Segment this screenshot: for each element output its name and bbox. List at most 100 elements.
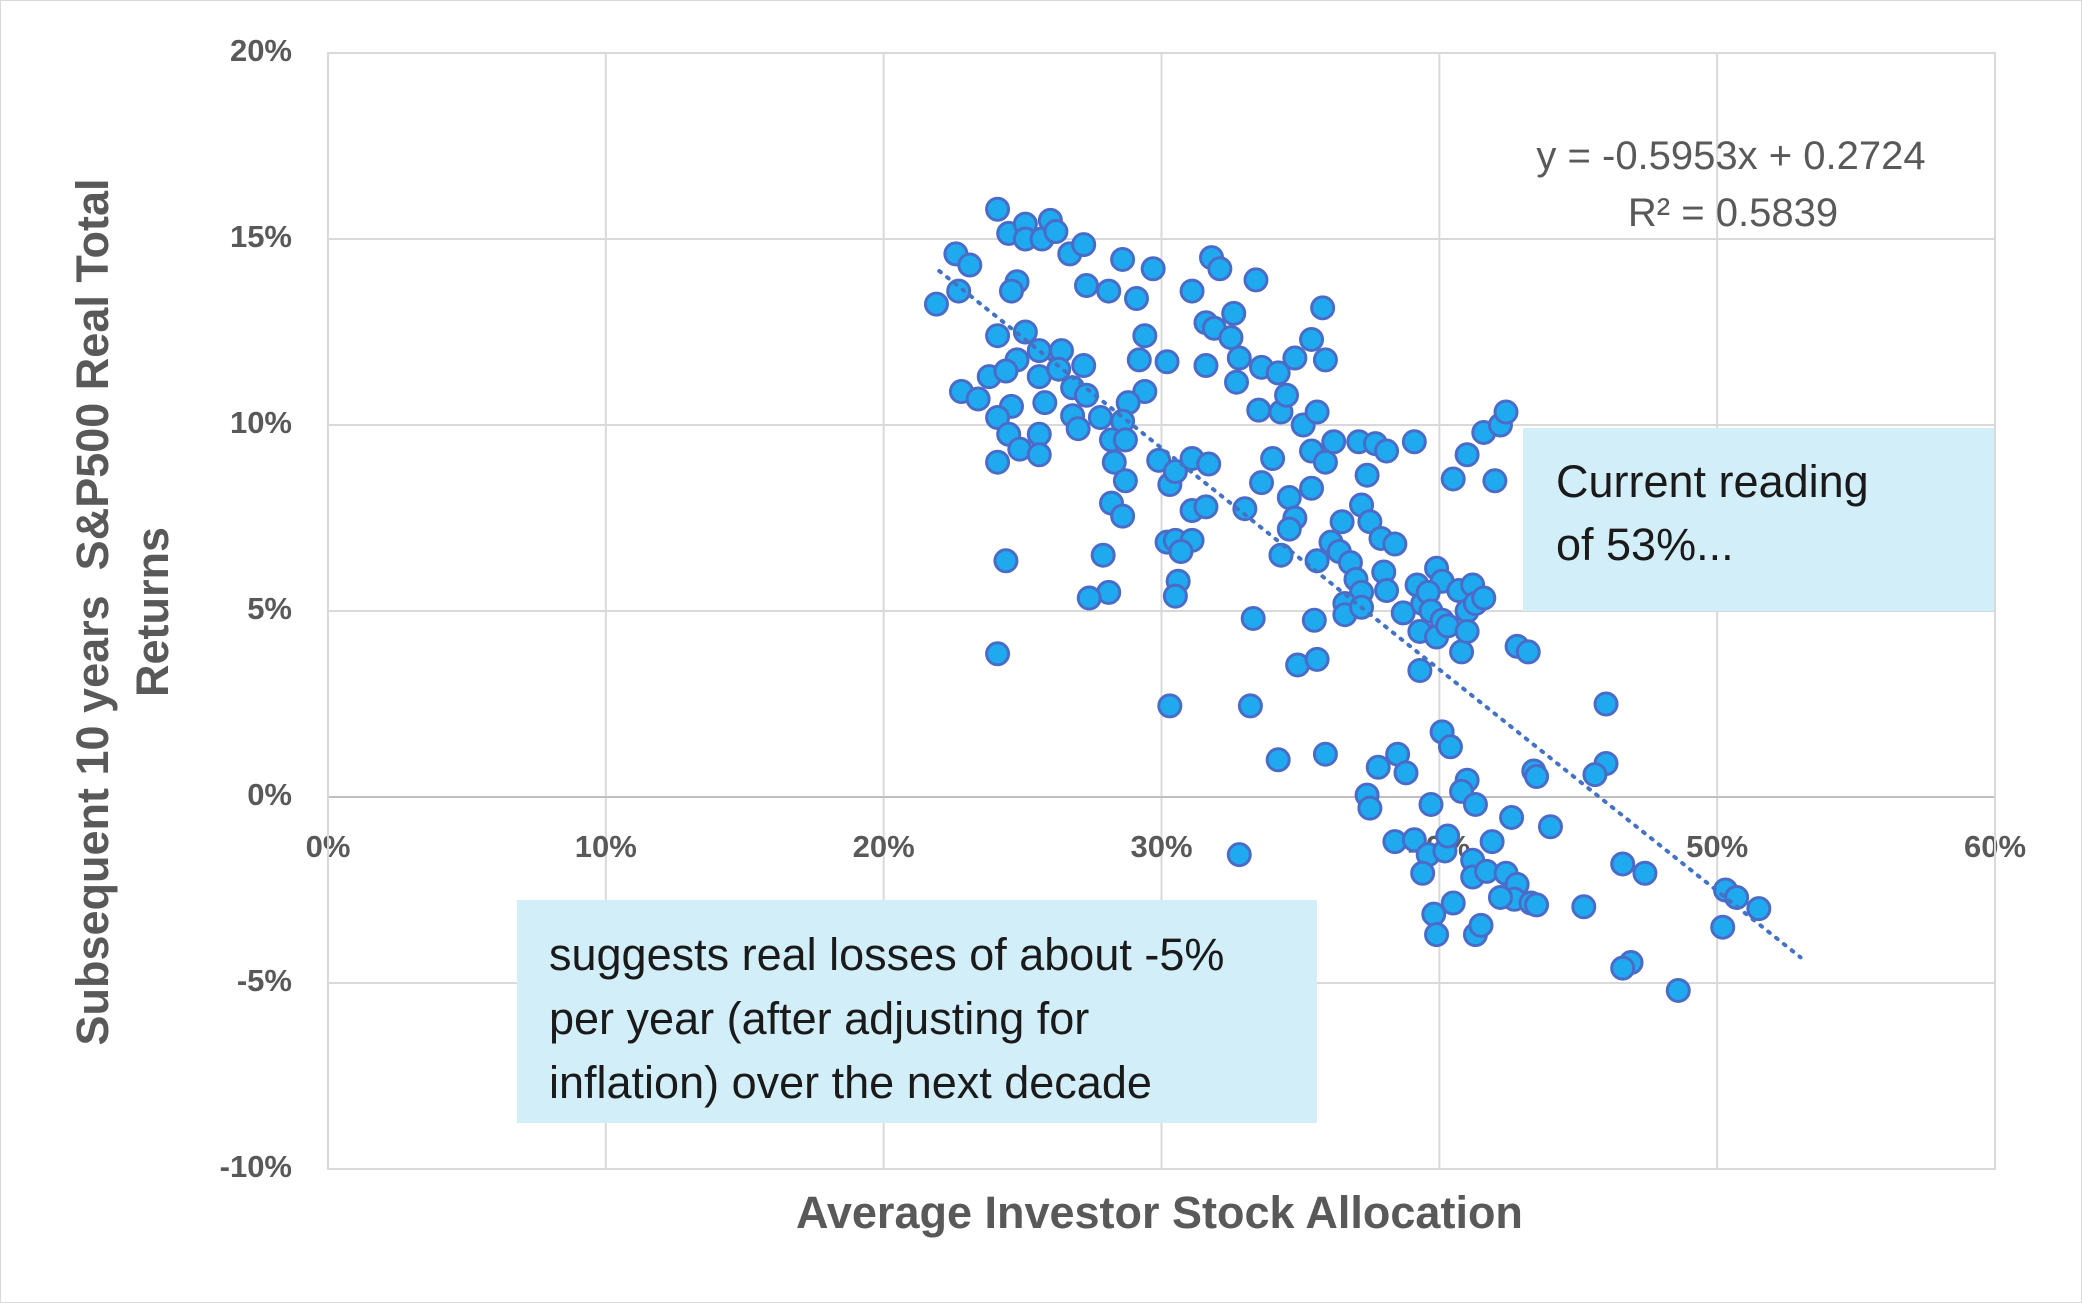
data-point — [965, 386, 991, 412]
data-point — [946, 278, 972, 304]
data-point — [1112, 427, 1138, 453]
data-point — [1440, 466, 1466, 492]
data-point — [1026, 421, 1052, 447]
data-point — [1226, 842, 1252, 868]
x-tick-label: 20% — [853, 829, 915, 864]
data-point — [1032, 390, 1058, 416]
trend-equation: y = -0.5953x + 0.2724 — [1536, 134, 1925, 178]
data-point — [1374, 578, 1400, 604]
data-point — [1276, 516, 1302, 542]
data-point — [985, 196, 1011, 222]
data-point — [923, 291, 949, 317]
data-point — [1321, 429, 1347, 455]
data-point — [1710, 914, 1736, 940]
x-tick-label: 30% — [1130, 829, 1192, 864]
data-point — [1240, 605, 1266, 631]
data-point — [1537, 814, 1563, 840]
data-point — [1146, 447, 1172, 473]
data-point — [1265, 747, 1291, 773]
y-axis-title: Returns — [127, 527, 178, 697]
data-point — [1301, 607, 1327, 633]
annotation-text: of 53%... — [1556, 519, 1734, 570]
data-point — [1071, 352, 1097, 378]
data-point — [1090, 542, 1116, 568]
data-point — [1073, 273, 1099, 298]
data-point — [1096, 278, 1122, 304]
data-point — [1276, 485, 1302, 511]
data-point — [1374, 438, 1400, 464]
data-point — [1274, 382, 1300, 408]
data-point — [1499, 804, 1525, 830]
data-point — [1140, 256, 1166, 282]
data-point — [993, 358, 1019, 384]
data-point — [1524, 892, 1550, 918]
data-point — [1357, 795, 1383, 821]
plot-frame — [327, 52, 1996, 1170]
data-point — [1571, 894, 1597, 920]
data-point — [1299, 475, 1325, 501]
data-point — [1515, 639, 1541, 665]
data-point — [1407, 658, 1433, 684]
annotation-text: inflation) over the next decade — [549, 1057, 1152, 1108]
data-point — [1224, 369, 1250, 395]
data-point — [1112, 468, 1138, 494]
data-point — [1249, 470, 1275, 496]
data-point — [985, 405, 1011, 431]
y-tick-label: -5% — [237, 963, 292, 998]
data-point — [1665, 977, 1691, 1003]
data-point — [1260, 445, 1286, 471]
data-point — [1582, 762, 1608, 788]
data-point — [1524, 764, 1550, 790]
data-point — [1418, 791, 1444, 817]
data-point — [1246, 397, 1272, 423]
data-point — [1382, 531, 1408, 557]
data-point — [1312, 741, 1338, 767]
data-point — [1168, 538, 1194, 564]
data-point — [1299, 326, 1325, 352]
trendline — [937, 268, 1803, 960]
data-point — [1193, 494, 1219, 520]
data-point — [1471, 585, 1497, 611]
data-point — [1207, 256, 1233, 282]
data-point — [1026, 442, 1052, 468]
data-point — [1487, 884, 1513, 910]
y-tick-label: 5% — [247, 591, 292, 626]
y-tick-label: 15% — [230, 219, 292, 254]
data-point — [1304, 399, 1330, 425]
data-point — [1162, 583, 1188, 609]
data-point — [1154, 349, 1180, 375]
data-point — [1449, 639, 1475, 665]
data-point — [1312, 449, 1338, 475]
data-point — [1110, 503, 1136, 529]
data-point — [1482, 468, 1508, 494]
data-point — [1454, 442, 1480, 468]
data-point — [1126, 347, 1152, 373]
data-point — [1043, 219, 1069, 245]
data-point — [1179, 278, 1205, 304]
data-point — [1065, 416, 1091, 442]
data-point — [1218, 325, 1244, 351]
x-axis-title: Average Investor Stock Allocation — [796, 1187, 1523, 1238]
data-point — [1468, 912, 1494, 938]
data-point — [1632, 860, 1658, 886]
data-point — [1365, 754, 1391, 780]
data-point — [1312, 347, 1338, 373]
data-point — [1101, 449, 1127, 475]
annotation-box — [1523, 428, 1995, 611]
data-point — [1265, 360, 1291, 386]
data-point — [1123, 286, 1149, 312]
y-tick-label: 0% — [247, 777, 292, 812]
data-point — [1076, 585, 1102, 611]
data-point — [1435, 823, 1461, 849]
data-point — [993, 548, 1019, 574]
r-squared: R² = 0.5839 — [1628, 191, 1838, 235]
data-point — [1304, 548, 1330, 574]
data-point — [998, 278, 1024, 304]
data-point — [1401, 429, 1427, 455]
annotation-box — [517, 900, 1317, 1123]
data-point — [985, 323, 1011, 349]
data-point — [1454, 618, 1480, 644]
y-tick-label: -10% — [220, 1149, 292, 1184]
data-point — [1221, 300, 1247, 326]
